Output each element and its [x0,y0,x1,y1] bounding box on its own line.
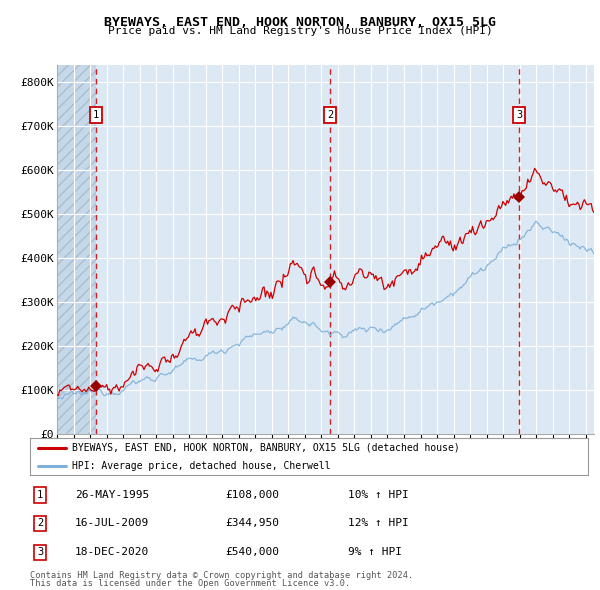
Text: 2: 2 [327,110,334,120]
Text: BYEWAYS, EAST END, HOOK NORTON, BANBURY, OX15 5LG: BYEWAYS, EAST END, HOOK NORTON, BANBURY,… [104,16,496,29]
Text: HPI: Average price, detached house, Cherwell: HPI: Average price, detached house, Cher… [72,461,331,471]
Text: 2: 2 [37,518,43,528]
Text: £540,000: £540,000 [226,548,279,558]
Text: 26-MAY-1995: 26-MAY-1995 [74,490,149,500]
Text: 12% ↑ HPI: 12% ↑ HPI [348,518,409,528]
Text: BYEWAYS, EAST END, HOOK NORTON, BANBURY, OX15 5LG (detached house): BYEWAYS, EAST END, HOOK NORTON, BANBURY,… [72,443,460,453]
Text: 18-DEC-2020: 18-DEC-2020 [74,548,149,558]
Text: 1: 1 [37,490,43,500]
Text: This data is licensed under the Open Government Licence v3.0.: This data is licensed under the Open Gov… [30,579,350,588]
Text: 3: 3 [37,548,43,558]
Text: £108,000: £108,000 [226,490,279,500]
Text: Contains HM Land Registry data © Crown copyright and database right 2024.: Contains HM Land Registry data © Crown c… [30,571,413,579]
Text: 3: 3 [516,110,522,120]
Text: 16-JUL-2009: 16-JUL-2009 [74,518,149,528]
Text: 10% ↑ HPI: 10% ↑ HPI [348,490,409,500]
Text: Price paid vs. HM Land Registry's House Price Index (HPI): Price paid vs. HM Land Registry's House … [107,26,493,36]
Text: 9% ↑ HPI: 9% ↑ HPI [348,548,402,558]
Text: £344,950: £344,950 [226,518,279,528]
Text: 1: 1 [93,110,100,120]
